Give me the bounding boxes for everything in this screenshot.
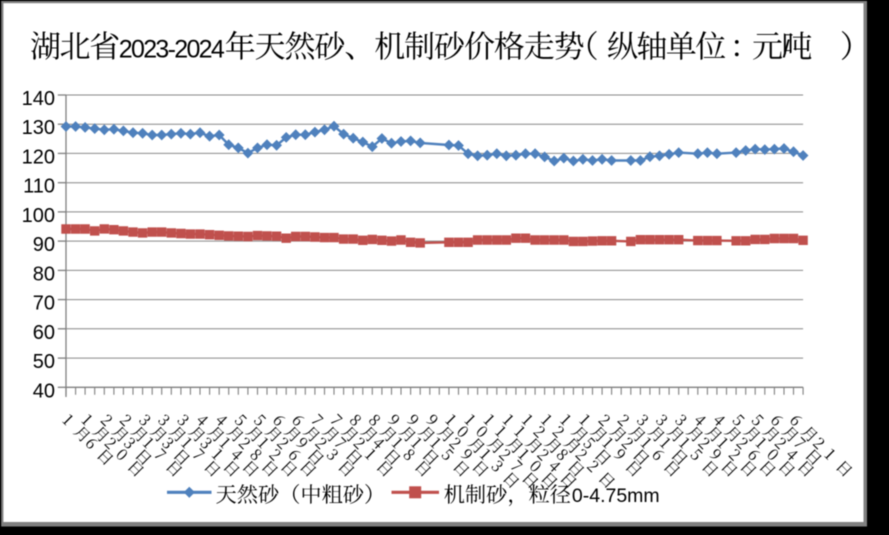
svg-text:40: 40 xyxy=(33,380,55,402)
svg-text:140: 140 xyxy=(22,88,55,110)
svg-text:130: 130 xyxy=(22,117,55,139)
svg-text:90: 90 xyxy=(33,234,55,256)
svg-text:100: 100 xyxy=(22,205,55,227)
svg-text:60: 60 xyxy=(33,322,55,344)
svg-text:80: 80 xyxy=(33,263,55,285)
svg-text:70: 70 xyxy=(33,293,55,315)
svg-text:0-4.75mm: 0-4.75mm xyxy=(572,485,660,507)
svg-text:/: / xyxy=(783,35,790,63)
svg-text:120: 120 xyxy=(22,146,55,168)
svg-text:110: 110 xyxy=(23,176,55,198)
svg-text:2023-2024: 2023-2024 xyxy=(119,35,225,63)
svg-text:50: 50 xyxy=(33,351,55,373)
